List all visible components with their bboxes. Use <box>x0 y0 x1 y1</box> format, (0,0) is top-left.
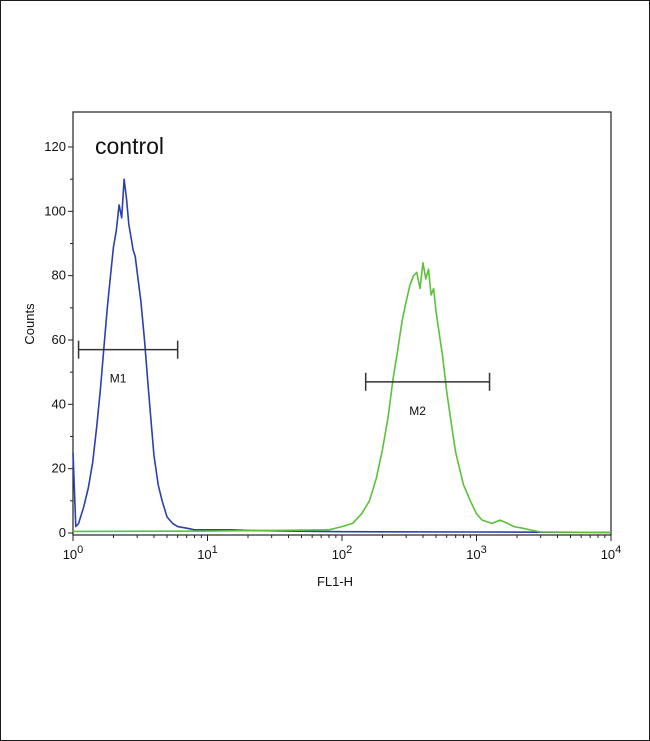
y-tick-label: 40 <box>52 396 66 411</box>
marker-label-m1: M1 <box>110 372 127 386</box>
y-axis: 0 20 40 60 80 100 120 <box>44 139 73 540</box>
x-axis-title: FL1-H <box>317 574 353 589</box>
control-annotation: control <box>95 133 164 159</box>
x-tick-label: 103 <box>466 544 487 562</box>
y-tick-label: 60 <box>52 332 66 347</box>
marker-group: M1 M2 <box>77 340 491 418</box>
y-tick-label: 120 <box>44 139 66 154</box>
x-tick-label: 100 <box>63 544 84 562</box>
y-tick-label: 0 <box>59 525 66 540</box>
y-tick-label: 20 <box>52 461 66 476</box>
x-tick-label: 101 <box>197 544 218 562</box>
x-tick-label: 102 <box>332 544 353 562</box>
y-tick-label: 80 <box>52 268 66 283</box>
x-axis: 100 101 102 103 104 <box>63 535 622 562</box>
series-group <box>72 178 612 534</box>
marker-label-m2: M2 <box>409 404 426 418</box>
histogram-line-green <box>72 261 612 534</box>
y-axis-title: Counts <box>22 303 37 345</box>
y-tick-label: 100 <box>44 203 66 218</box>
plot-area <box>72 111 612 536</box>
x-tick-label: 104 <box>601 544 622 562</box>
histogram-line-blue <box>72 178 612 534</box>
